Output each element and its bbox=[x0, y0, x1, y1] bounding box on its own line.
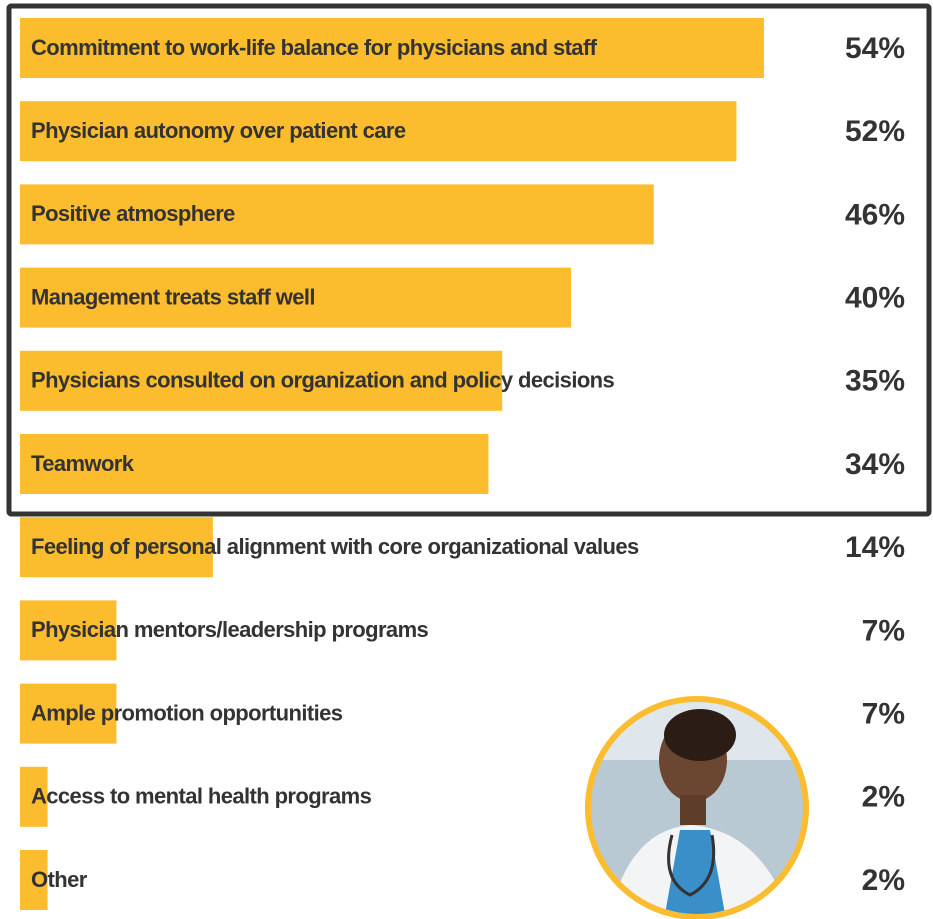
category-label: Physician mentors/leadership programs bbox=[31, 617, 429, 642]
value-label: 14% bbox=[845, 531, 905, 564]
bar bbox=[20, 600, 117, 661]
category-label: Management treats staff well bbox=[31, 284, 315, 309]
bar bbox=[20, 766, 48, 827]
value-label: 52% bbox=[845, 115, 905, 148]
category-label: Teamwork bbox=[31, 451, 135, 476]
category-label: Feeling of personal alignment with core … bbox=[31, 534, 639, 559]
value-label: 40% bbox=[845, 282, 905, 315]
category-label: Commitment to work-life balance for phys… bbox=[31, 35, 598, 60]
bar bbox=[20, 350, 503, 411]
bar bbox=[20, 267, 572, 328]
bar bbox=[20, 101, 737, 162]
photo-image bbox=[591, 702, 803, 914]
value-label: 46% bbox=[845, 198, 905, 231]
category-label: Physicians consulted on organization and… bbox=[31, 368, 615, 393]
value-label: 54% bbox=[845, 32, 905, 65]
photo bbox=[585, 696, 809, 919]
category-label: Ample promotion opportunities bbox=[31, 700, 343, 725]
bar bbox=[20, 184, 654, 245]
bar bbox=[20, 683, 117, 744]
category-label: Positive atmosphere bbox=[31, 201, 235, 226]
bars: Commitment to work-life balance for phys… bbox=[20, 18, 764, 910]
value-label: 2% bbox=[862, 864, 905, 897]
category-label: Access to mental health programs bbox=[31, 784, 372, 809]
value-label: 34% bbox=[845, 448, 905, 481]
bar bbox=[20, 850, 48, 910]
category-label: Physician autonomy over patient care bbox=[31, 118, 406, 143]
bar bbox=[20, 517, 213, 578]
labels: 54% 52% 46% 40% 35% 34% 14% 7% 7% 2% 2% bbox=[845, 32, 905, 897]
value-label: 35% bbox=[845, 365, 905, 398]
value-label: 7% bbox=[862, 614, 905, 647]
value-label: 7% bbox=[862, 698, 905, 731]
category-label: Other bbox=[31, 867, 88, 892]
highlight-frame bbox=[6, 3, 932, 517]
bar bbox=[20, 434, 489, 494]
bar bbox=[20, 18, 764, 78]
value-label: 2% bbox=[862, 781, 905, 814]
